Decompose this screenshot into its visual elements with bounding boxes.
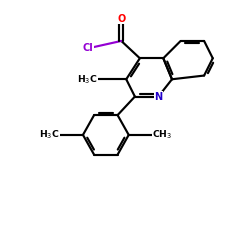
Text: Cl: Cl: [82, 43, 93, 53]
Text: O: O: [117, 14, 126, 24]
Text: CH$_3$: CH$_3$: [152, 129, 172, 141]
Text: H$_3$C: H$_3$C: [77, 73, 98, 86]
Text: N: N: [154, 92, 162, 102]
Text: H$_3$C: H$_3$C: [39, 129, 60, 141]
